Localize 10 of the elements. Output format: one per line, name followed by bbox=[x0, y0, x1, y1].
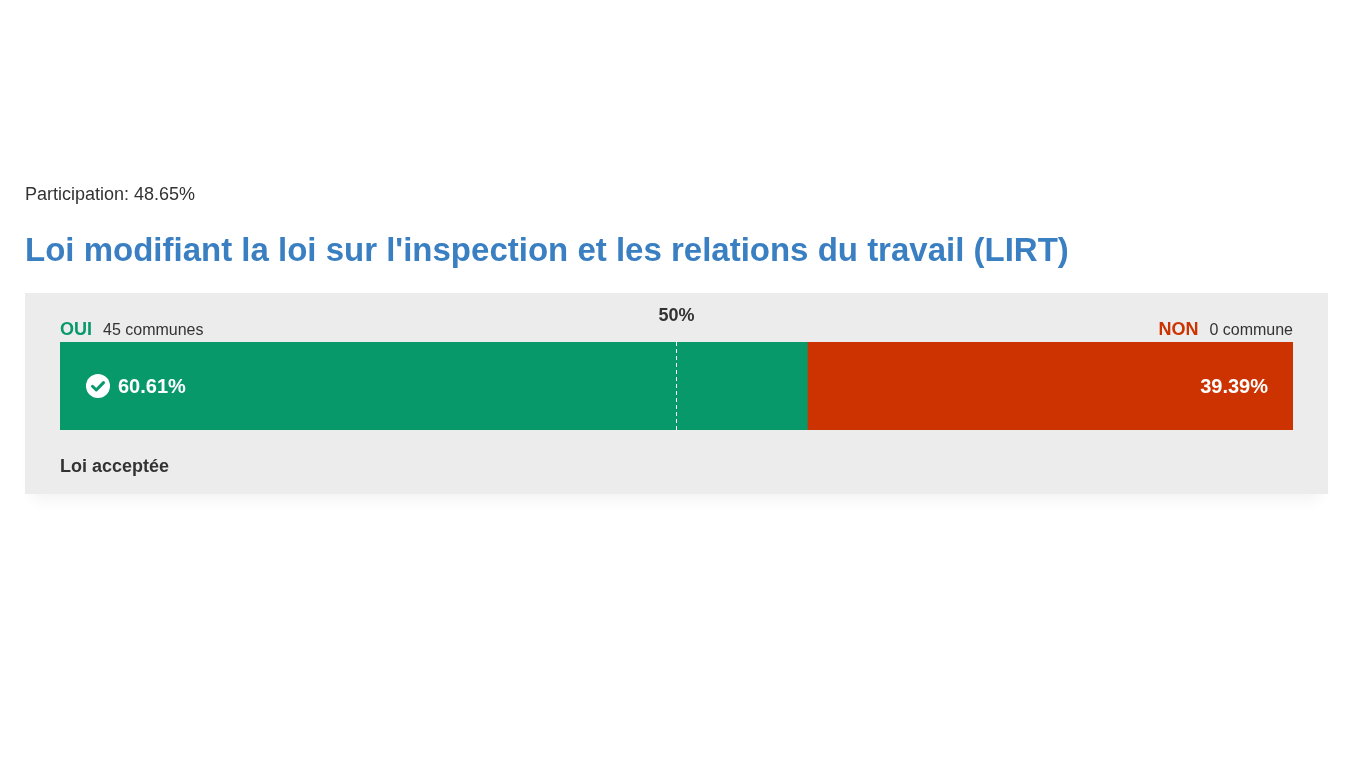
series-label: OUI bbox=[60, 319, 93, 339]
text: 0 commune bbox=[1209, 321, 1294, 338]
chart-subtitle: Participation: 48.65% bbox=[25, 183, 196, 205]
text: 45 communes bbox=[103, 321, 204, 338]
chart-title: Loi modifiant la loi sur l'inspection et les relations du travail (LIRT) bbox=[25, 230, 1069, 270]
data-label: 60.61% bbox=[118, 374, 187, 397]
data-label: 39.39% bbox=[1200, 374, 1269, 397]
text: Loi acceptée bbox=[60, 455, 170, 476]
ref-line-label: 50% bbox=[658, 304, 695, 325]
series-label: NON bbox=[1158, 319, 1199, 339]
